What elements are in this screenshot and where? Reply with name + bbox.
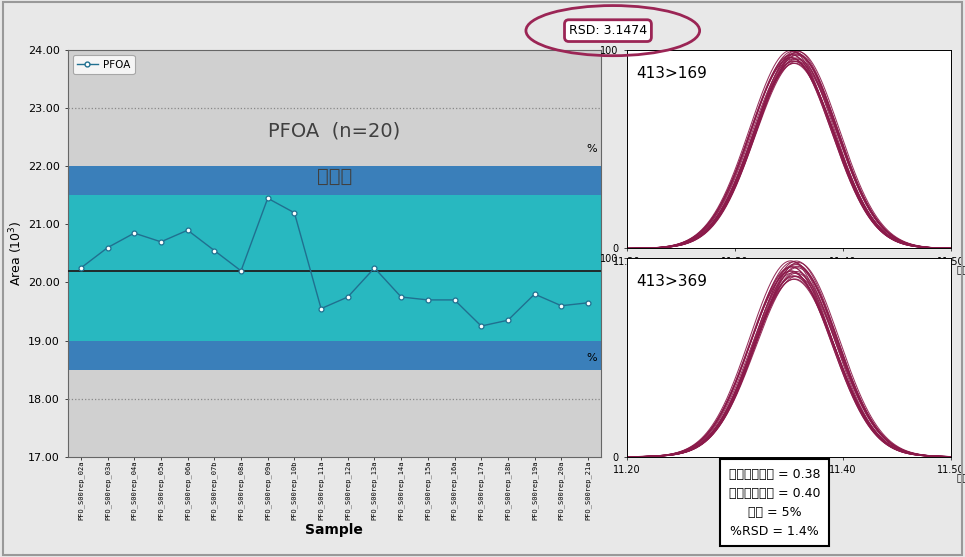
Y-axis label: %: % — [587, 353, 597, 363]
Text: 予測イオン比 = 0.38
平均イオン比 = 0.40
精度 = 5%
%RSD = 1.4%: 予測イオン比 = 0.38 平均イオン比 = 0.40 精度 = 5% %RSD… — [729, 468, 820, 538]
Y-axis label: Area (10$^3$): Area (10$^3$) — [8, 221, 25, 286]
Text: 表層水: 表層水 — [317, 167, 352, 185]
Bar — [68, 196, 601, 340]
Text: RSD: 3.1474: RSD: 3.1474 — [569, 24, 647, 37]
Bar — [68, 167, 601, 370]
Legend: PFOA: PFOA — [72, 55, 134, 74]
Y-axis label: %: % — [587, 144, 597, 154]
Text: PFOA  (n=20): PFOA (n=20) — [268, 122, 400, 141]
X-axis label: Sample: Sample — [306, 523, 364, 537]
Text: 413>369: 413>369 — [637, 274, 707, 289]
Text: 時間: 時間 — [957, 265, 965, 275]
Text: 413>169: 413>169 — [637, 66, 707, 81]
Text: 時間: 時間 — [957, 472, 965, 482]
